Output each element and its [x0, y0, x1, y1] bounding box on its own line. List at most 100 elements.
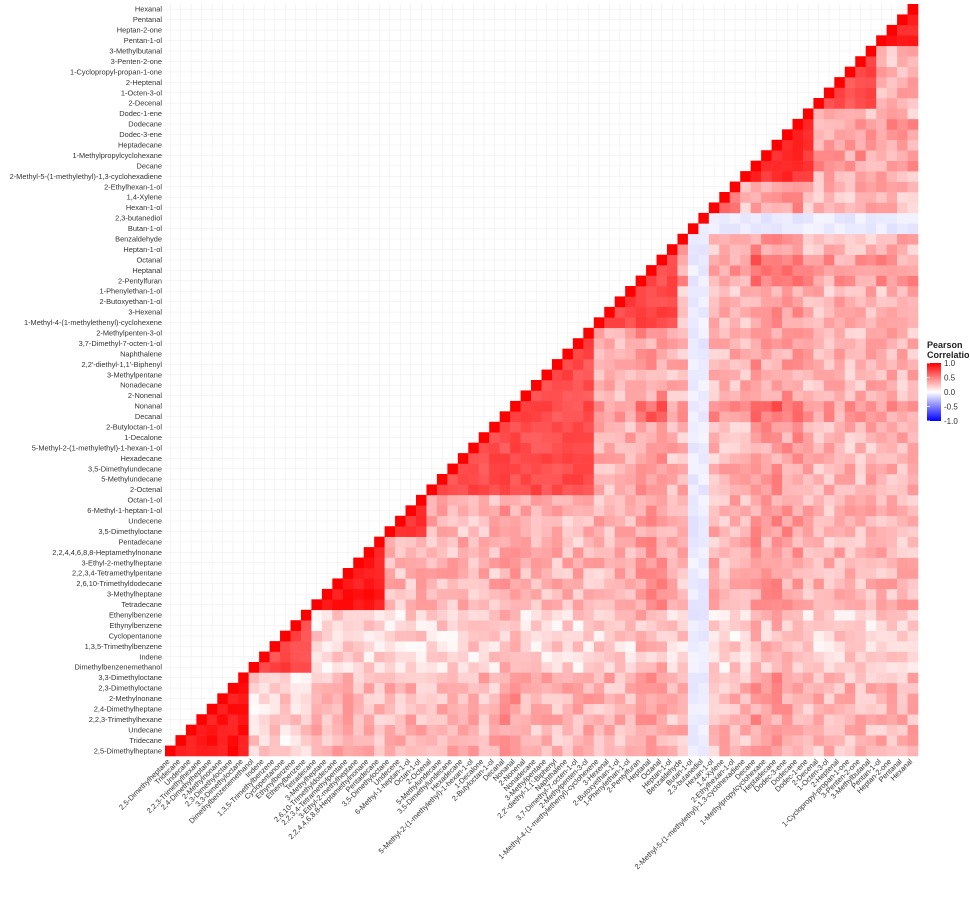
heatmap-cell — [353, 568, 365, 579]
heatmap-cell — [426, 630, 438, 642]
heatmap-cell — [280, 662, 291, 673]
heatmap-cell — [583, 693, 595, 705]
heatmap-cell — [719, 609, 731, 621]
heatmap-cell — [593, 672, 605, 684]
heatmap-cell — [635, 578, 647, 590]
heatmap-cell — [844, 359, 856, 370]
heatmap-cell — [405, 505, 417, 517]
heatmap-cell — [342, 651, 354, 663]
heatmap-cell — [802, 171, 814, 182]
heatmap-cell — [823, 359, 835, 370]
heatmap-cell — [897, 192, 908, 203]
heatmap-cell — [478, 641, 490, 652]
heatmap-cell — [729, 306, 741, 318]
heatmap-cell — [604, 724, 616, 736]
heatmap-cell — [886, 411, 898, 423]
heatmap-cell — [708, 682, 720, 694]
y-tick-label: 1-Cyclopropyl-propan-1-one — [70, 67, 162, 76]
heatmap-cell — [897, 66, 908, 78]
heatmap-cell — [897, 568, 908, 579]
heatmap-cell — [907, 4, 919, 15]
heatmap-cell — [729, 254, 741, 266]
heatmap-cell — [750, 265, 762, 276]
heatmap-cell — [813, 275, 825, 287]
heatmap-cell — [855, 453, 867, 464]
heatmap-cell — [897, 244, 908, 255]
heatmap-cell — [907, 369, 919, 381]
heatmap-cell — [436, 651, 448, 663]
heatmap-cell — [782, 338, 793, 349]
heatmap-cell — [405, 724, 417, 736]
heatmap-cell — [635, 453, 647, 464]
heatmap-cell — [813, 536, 825, 548]
heatmap-cell — [802, 421, 814, 433]
heatmap-cell — [907, 223, 919, 235]
heatmap-cell — [876, 306, 887, 318]
heatmap-cell — [907, 588, 919, 600]
heatmap-cell — [782, 474, 793, 485]
heatmap-cell — [499, 703, 511, 715]
y-tick-label: Ethenylbenzene — [109, 611, 162, 620]
heatmap-cell — [510, 536, 521, 548]
heatmap-cell — [625, 526, 636, 537]
heatmap-cell — [729, 286, 741, 297]
heatmap-cell — [531, 494, 542, 506]
heatmap-cell — [907, 641, 919, 652]
heatmap-cell — [405, 693, 417, 705]
heatmap-cell — [740, 484, 751, 496]
heatmap-cell — [834, 369, 846, 381]
heatmap-cell — [876, 620, 887, 631]
heatmap-cell — [185, 745, 197, 757]
heatmap-cell — [876, 578, 887, 590]
heatmap-cell — [342, 630, 354, 642]
heatmap-cell — [468, 703, 480, 715]
heatmap-cell — [374, 693, 385, 705]
y-tick-label: Indene — [139, 652, 162, 661]
heatmap-cell — [551, 588, 563, 600]
heatmap-cell — [646, 369, 657, 381]
heatmap-cell — [886, 693, 898, 705]
heatmap-cell — [740, 306, 751, 318]
heatmap-cell — [897, 108, 908, 120]
heatmap-cell — [541, 400, 553, 412]
heatmap-cell — [510, 651, 521, 663]
heatmap-cell — [907, 275, 919, 287]
heatmap-cell — [499, 662, 511, 673]
heatmap-cell — [823, 526, 835, 537]
heatmap-cell — [332, 735, 344, 746]
heatmap-cell — [646, 578, 657, 590]
heatmap-cell — [844, 557, 856, 569]
heatmap-cell — [719, 400, 731, 412]
heatmap-cell — [457, 453, 469, 464]
heatmap-cell — [698, 703, 710, 715]
heatmap-cell — [447, 557, 459, 569]
y-tick-label: Dodec-3-ene — [119, 130, 162, 139]
heatmap-cell — [499, 442, 511, 454]
heatmap-cell — [478, 442, 490, 454]
heatmap-cell — [740, 212, 751, 224]
heatmap-cell — [510, 453, 521, 464]
heatmap-cell — [562, 703, 574, 715]
heatmap-cell — [489, 421, 500, 433]
heatmap-cell — [876, 484, 887, 496]
heatmap-cell — [677, 724, 689, 736]
heatmap-cell — [562, 557, 574, 569]
heatmap-cell — [677, 327, 689, 339]
heatmap-cell — [792, 432, 804, 443]
heatmap-cell — [667, 296, 678, 308]
heatmap-cell — [614, 327, 626, 339]
heatmap-cell — [771, 463, 783, 475]
heatmap-cell — [750, 735, 762, 746]
heatmap-cell — [792, 129, 804, 141]
heatmap-cell — [300, 630, 312, 642]
heatmap-cell — [897, 411, 908, 423]
heatmap-cell — [782, 317, 793, 329]
heatmap-cell — [802, 494, 814, 506]
heatmap-cell — [698, 651, 710, 663]
heatmap-cell — [290, 662, 302, 673]
heatmap-cell — [436, 515, 448, 527]
heatmap-cell — [426, 620, 438, 631]
heatmap-cell — [823, 662, 835, 673]
heatmap-cell — [572, 547, 584, 558]
heatmap-cell — [782, 672, 793, 684]
